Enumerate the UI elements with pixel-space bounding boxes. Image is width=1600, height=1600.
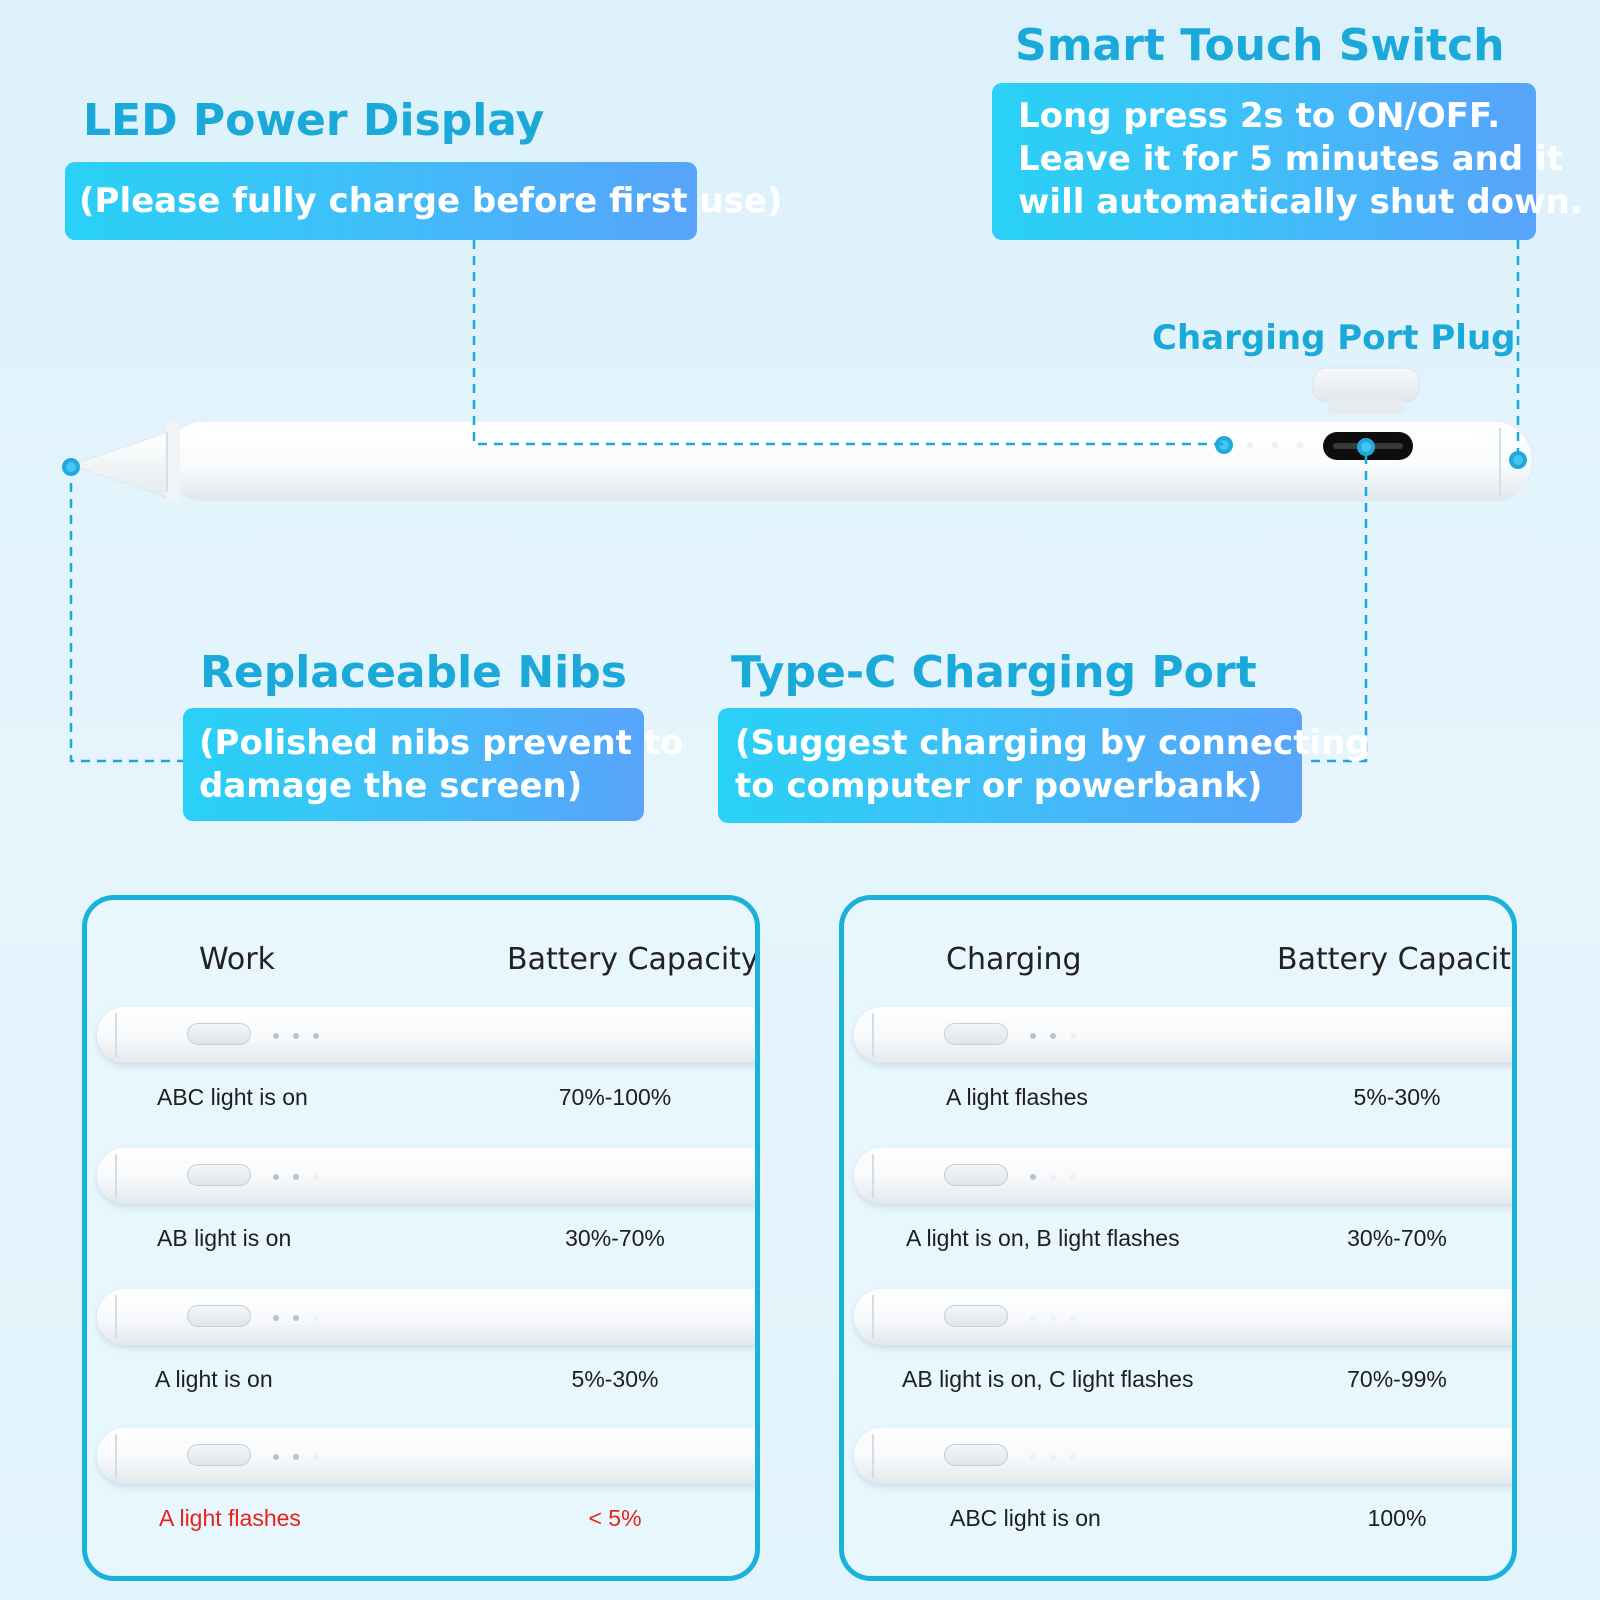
led-dot [1070, 1033, 1076, 1039]
led-dot [1070, 1174, 1076, 1180]
port-title: Type-C Charging Port [731, 647, 1257, 698]
row-status-label: A light flashes [159, 1505, 301, 1531]
port-note: (Suggest charging by connecting to compu… [718, 708, 1370, 823]
nibs-note-line-2: damage the screen) [199, 766, 583, 806]
row-status-label: AB light is on, C light flashes [902, 1366, 1194, 1392]
port-note-line-1: (Suggest charging by connecting [735, 723, 1370, 763]
pen-indicator [854, 1289, 1512, 1345]
switch-title: Smart Touch Switch [1015, 20, 1505, 71]
switch-note-line-1: Long press 2s to ON/OFF. [1018, 96, 1501, 136]
row-status-label: A light is on, B light flashes [906, 1225, 1180, 1251]
led-note-text: (Please fully charge before first use) [79, 181, 783, 221]
charging-port-plug [1312, 367, 1420, 403]
led-dot [1070, 1454, 1076, 1460]
led-note: (Please fully charge before first use) [65, 162, 783, 240]
pen-indicator [854, 1428, 1512, 1484]
row-status-label: ABC light is on [950, 1505, 1101, 1531]
work-capacity-header: Battery Capacity [507, 942, 759, 977]
charging-col-header: Charging [946, 942, 1082, 977]
nibs-title: Replaceable Nibs [200, 647, 627, 698]
row-capacity-value: < 5% [588, 1505, 642, 1531]
led-dot [273, 1315, 279, 1321]
pen-tip [70, 431, 169, 499]
pen-switch [944, 1023, 1008, 1045]
pen-switch [187, 1305, 251, 1327]
pen-switch [187, 1023, 251, 1045]
work-col-header: Work [199, 942, 275, 977]
work-table: Work Battery Capacity ABC light is on 70%… [82, 895, 760, 1581]
charging-table: Charging Battery Capacity A light flashe… [839, 895, 1517, 1581]
pen-switch [187, 1444, 251, 1466]
led-dot [273, 1454, 279, 1460]
row-status-label: A light flashes [946, 1084, 1088, 1110]
led-dot [1070, 1315, 1076, 1321]
led-dot [313, 1454, 319, 1460]
row-capacity-value: 30%-70% [565, 1225, 665, 1251]
led-connector [472, 240, 1224, 446]
led-title: LED Power Display [83, 95, 545, 146]
pen-switch [187, 1164, 251, 1186]
switch-note-line-3: will automatically shut down. [1018, 182, 1583, 222]
led-dot [1030, 1454, 1036, 1460]
led-dot [293, 1315, 299, 1321]
pen-indicator [854, 1148, 1512, 1204]
led-dot [273, 1033, 279, 1039]
plug-title: Charging Port Plug [1152, 318, 1516, 358]
row-capacity-value: 5%-30% [1353, 1084, 1441, 1110]
pen-switch [944, 1444, 1008, 1466]
row-status-label: ABC light is on [157, 1084, 308, 1110]
led-dot [313, 1315, 319, 1321]
pen-indicator [97, 1289, 755, 1345]
row-capacity-value: 100% [1367, 1505, 1427, 1531]
charging-capacity-header: Battery Capacity [1277, 942, 1517, 977]
led-dot [1050, 1174, 1056, 1180]
led-dot [293, 1174, 299, 1180]
pen-switch [944, 1305, 1008, 1327]
row-capacity-value: 70%-99% [1347, 1366, 1447, 1392]
pen-indicator [97, 1007, 755, 1063]
nib-connector [69, 467, 186, 763]
pen-indicator [854, 1007, 1512, 1063]
led-dot [1030, 1315, 1036, 1321]
switch-note: Long press 2s to ON/OFF. Leave it for 5 … [992, 83, 1583, 240]
led-light-b [1246, 441, 1254, 449]
row-capacity-value: 70%-100% [558, 1084, 672, 1110]
led-dot [1030, 1033, 1036, 1039]
row-status-label: A light is on [155, 1366, 273, 1392]
led-dot [313, 1174, 319, 1180]
pen-indicator [97, 1148, 755, 1204]
nibs-note-line-1: (Polished nibs prevent to [199, 723, 684, 763]
row-capacity-value: 5%-30% [571, 1366, 659, 1392]
pen-diagram [62, 240, 1533, 763]
pen-switch [944, 1164, 1008, 1186]
led-dot [1050, 1033, 1056, 1039]
pen-indicator [97, 1428, 755, 1484]
led-dot [313, 1033, 319, 1039]
row-status-label: AB light is on [157, 1225, 292, 1251]
nibs-note: (Polished nibs prevent to damage the scr… [183, 708, 684, 821]
led-light-c [1271, 441, 1279, 449]
led-dot [1030, 1174, 1036, 1180]
led-dot [293, 1033, 299, 1039]
port-connector [1306, 455, 1368, 763]
switch-note-line-2: Leave it for 5 minutes and it [1018, 139, 1563, 179]
row-capacity-value: 30%-70% [1347, 1225, 1447, 1251]
port-note-line-2: to computer or powerbank) [735, 766, 1263, 806]
led-dot [273, 1174, 279, 1180]
led-dot [1050, 1315, 1056, 1321]
led-dot [1050, 1454, 1056, 1460]
led-dot [293, 1454, 299, 1460]
